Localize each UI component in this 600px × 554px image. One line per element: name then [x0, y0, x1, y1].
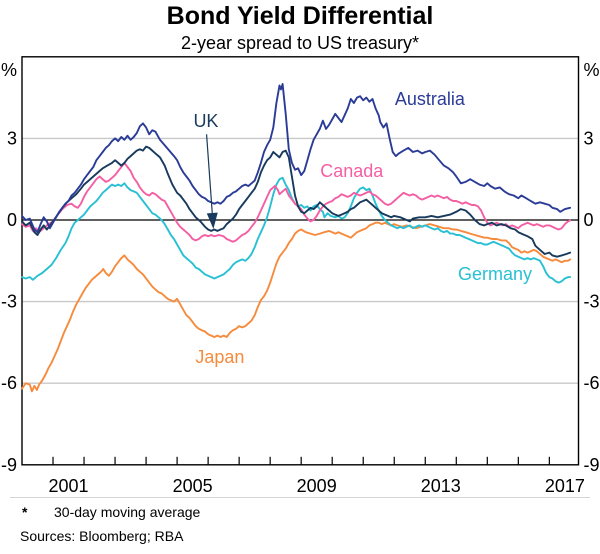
series-line-germany [21, 176, 572, 284]
chart-subtitle: 2-year spread to US treasury* [180, 33, 420, 53]
uk-annotation-arrow-head [206, 212, 218, 229]
y-label-left--3: -3 [1, 292, 17, 312]
footnote-text: 30-day moving average [54, 504, 201, 520]
sources-text: Sources: Bloomberg; RBA [20, 528, 184, 544]
y-label-left--6: -6 [1, 373, 17, 393]
y-unit-left: % [1, 60, 17, 80]
y-unit-right: % [584, 60, 600, 80]
y-label-right-3: 3 [584, 128, 594, 148]
x-label-2009: 2009 [297, 476, 337, 496]
series-label-japan: Japan [195, 347, 244, 367]
series-line-uk [21, 145, 572, 258]
series-label-australia: Australia [395, 89, 466, 109]
y-label-right-0: 0 [584, 210, 594, 230]
x-label-2005: 2005 [173, 476, 213, 496]
y-label-right--9: -9 [584, 455, 600, 475]
uk-annotation-arrow-line [205, 134, 213, 214]
y-label-left-0: 0 [7, 210, 17, 230]
series-line-japan [21, 221, 572, 393]
y-label-left-3: 3 [7, 128, 17, 148]
footnote-divider [10, 497, 590, 498]
x-label-2017: 2017 [545, 476, 585, 496]
plot-frame [21, 56, 580, 466]
y-label-right--3: -3 [584, 292, 600, 312]
series-label-germany: Germany [458, 264, 532, 284]
series-label-uk: UK [193, 111, 218, 131]
series-line-australia [21, 83, 572, 234]
series-label-canada: Canada [320, 161, 384, 181]
y-label-right--6: -6 [584, 373, 600, 393]
x-label-2001: 2001 [49, 476, 89, 496]
y-label-left--9: -9 [1, 455, 17, 475]
x-label-2013: 2013 [421, 476, 461, 496]
chart-title: Bond Yield Differential [166, 2, 434, 30]
footnote-marker: * [22, 504, 28, 520]
